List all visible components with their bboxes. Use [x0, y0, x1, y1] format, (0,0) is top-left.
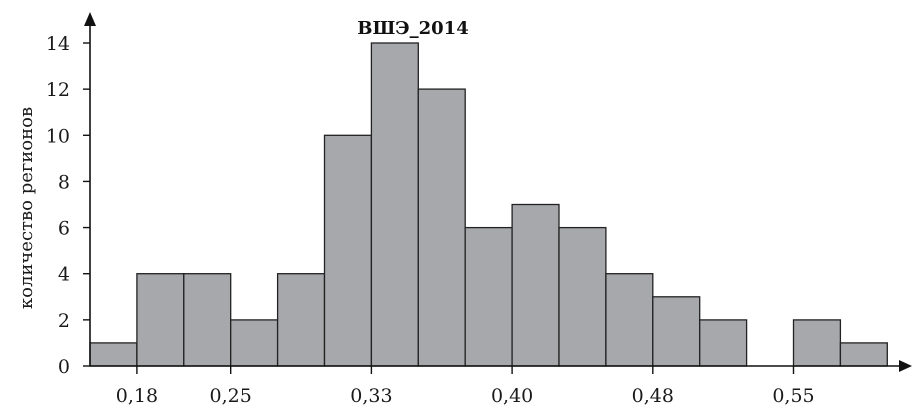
y-tick-label: 2: [58, 310, 70, 332]
x-tick-label: 0,18: [116, 385, 158, 407]
y-tick-label: 10: [46, 125, 70, 147]
y-tick-label: 14: [46, 33, 70, 55]
histogram-bar: [792, 319, 842, 367]
histogram-bar: [464, 226, 513, 367]
histogram-bar: [323, 134, 373, 367]
y-tick-label: 0: [58, 356, 70, 378]
y-tick-label: 8: [58, 171, 70, 193]
histogram-bar: [276, 273, 326, 367]
histogram-bar: [699, 319, 748, 367]
x-tick-label: 0,40: [491, 385, 533, 407]
y-tick-label: 12: [46, 79, 70, 101]
y-axis-arrow: [84, 12, 96, 26]
x-tick-label: 0,48: [632, 385, 674, 407]
histogram-bar: [652, 296, 701, 367]
y-tick-label: 4: [58, 264, 70, 286]
bars-group: [89, 42, 888, 367]
y-axis-label: количество регионов: [16, 107, 37, 309]
histogram-bar: [605, 273, 654, 367]
histogram-bar: [417, 88, 466, 367]
x-axis-arrow: [899, 360, 912, 372]
chart-title: ВШЭ_2014: [357, 18, 468, 39]
histogram-bar: [89, 342, 138, 367]
histogram-bar: [183, 273, 232, 367]
histogram-bar: [558, 226, 607, 367]
x-ticks-group: 0,18 0,25 0,33 0,40 0,48 0,55: [116, 366, 815, 407]
histogram-bar: [511, 203, 560, 367]
histogram-bar: [230, 319, 279, 367]
x-tick-label: 0,55: [772, 385, 814, 407]
histogram-bar: [370, 42, 419, 367]
x-tick-label: 0,25: [210, 385, 252, 407]
y-tick-label: 6: [58, 218, 70, 240]
histogram-bar: [839, 342, 888, 367]
x-tick-label: 0,33: [350, 385, 392, 407]
histogram-bar: [136, 273, 185, 367]
y-ticks-group: 0 2 4 6 8 10 12 14: [46, 33, 90, 378]
